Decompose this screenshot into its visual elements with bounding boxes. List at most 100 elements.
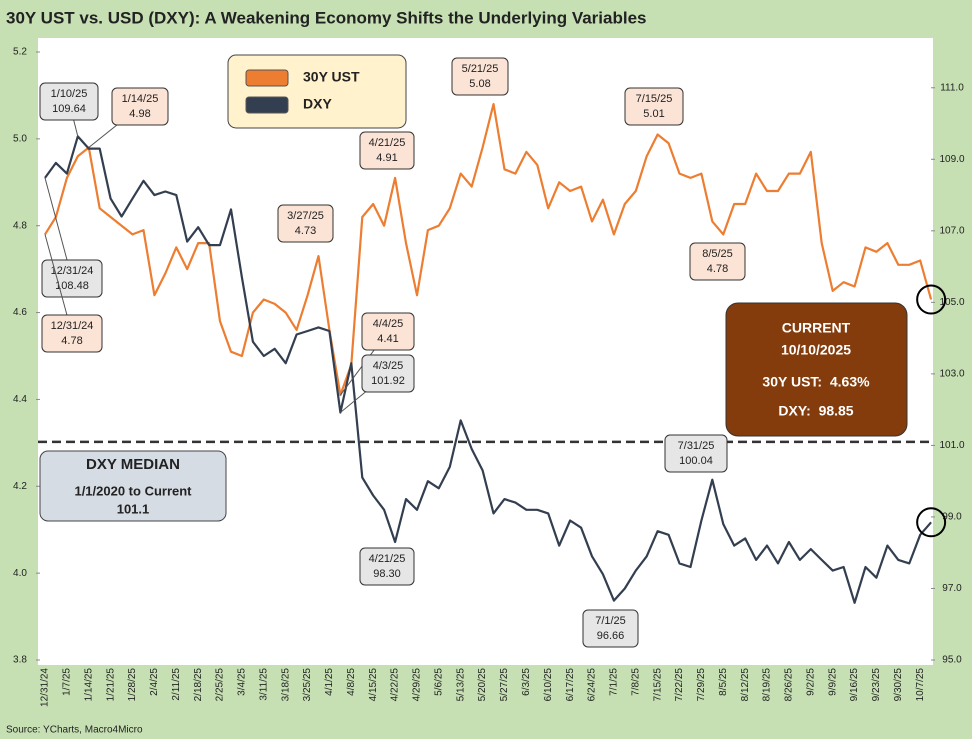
annotation-box bbox=[624, 87, 684, 126]
annotation-date: 12/31/24 bbox=[51, 265, 94, 277]
x-tick-label: 9/9/25 bbox=[827, 668, 838, 696]
x-tick-label: 8/12/25 bbox=[740, 668, 751, 702]
annotation-box bbox=[39, 82, 99, 121]
annotation-date: 1/10/25 bbox=[51, 88, 88, 100]
annotation-value: 100.04 bbox=[679, 455, 713, 467]
x-tick-label: 6/10/25 bbox=[543, 668, 554, 702]
x-tick-label: 3/11/25 bbox=[258, 668, 269, 701]
current-title: CURRENT bbox=[782, 320, 851, 336]
x-tick-label: 1/21/25 bbox=[105, 668, 116, 702]
y2-tick-label: 97.0 bbox=[942, 583, 962, 594]
x-tick-label: 4/1/25 bbox=[324, 668, 335, 696]
y-tick-label: 5.0 bbox=[13, 133, 27, 144]
x-tick-label: 9/23/25 bbox=[871, 668, 882, 702]
x-tick-label: 8/26/25 bbox=[784, 668, 795, 702]
x-tick-label: 12/31/24 bbox=[40, 668, 51, 707]
x-tick-label: 7/22/25 bbox=[674, 668, 685, 702]
annotation-box bbox=[361, 354, 415, 393]
current-ust: 30Y UST: 4.63% bbox=[762, 374, 870, 390]
x-tick-label: 7/29/25 bbox=[696, 668, 707, 702]
annotation-date: 4/21/25 bbox=[369, 553, 406, 565]
x-tick-label: 2/25/25 bbox=[215, 668, 226, 702]
y-tick-label: 3.8 bbox=[13, 655, 27, 666]
annotation-box bbox=[41, 259, 103, 298]
annotation-date: 1/14/25 bbox=[122, 93, 159, 105]
annotation-date: 5/21/25 bbox=[462, 63, 499, 75]
y2-tick-label: 111.0 bbox=[940, 82, 964, 93]
median-box bbox=[39, 450, 227, 522]
series-line bbox=[44, 135, 932, 604]
x-tick-label: 9/16/25 bbox=[849, 668, 860, 702]
x-tick-label: 3/18/25 bbox=[280, 668, 291, 702]
x-tick-label: 8/19/25 bbox=[762, 668, 773, 702]
x-tick-label: 10/7/25 bbox=[915, 668, 926, 702]
current-date: 10/10/2025 bbox=[781, 342, 851, 358]
y-tick-label: 4.0 bbox=[13, 568, 27, 579]
annotation-date: 4/21/25 bbox=[369, 137, 406, 149]
x-tick-label: 3/25/25 bbox=[302, 668, 313, 702]
annotation-box bbox=[359, 131, 415, 170]
annotation-date: 7/15/25 bbox=[636, 93, 673, 105]
legend-swatch bbox=[245, 69, 289, 87]
annotation-value: 4.78 bbox=[61, 335, 82, 347]
annotation-value: 109.64 bbox=[52, 103, 86, 115]
annotation-date: 4/4/25 bbox=[373, 318, 404, 330]
annotation-value: 5.08 bbox=[469, 78, 490, 90]
annotation-box bbox=[111, 87, 169, 126]
y2-tick-label: 109.0 bbox=[939, 154, 964, 165]
x-tick-label: 4/15/25 bbox=[368, 668, 379, 702]
highlight-circle bbox=[916, 507, 947, 538]
annotation-value: 5.01 bbox=[643, 108, 664, 120]
legend-label: 30Y UST bbox=[303, 69, 360, 85]
y-tick-label: 5.2 bbox=[13, 47, 27, 58]
annotation-value: 4.73 bbox=[295, 225, 316, 237]
annotation-value: 4.98 bbox=[129, 108, 150, 120]
annotation-date: 4/3/25 bbox=[373, 360, 404, 372]
annotation-value: 4.78 bbox=[707, 263, 728, 275]
x-tick-label: 5/20/25 bbox=[477, 668, 488, 702]
x-tick-label: 7/15/25 bbox=[652, 668, 663, 702]
highlight-circle bbox=[916, 284, 947, 315]
x-tick-label: 6/24/25 bbox=[587, 668, 598, 702]
y2-tick-label: 101.0 bbox=[939, 440, 964, 451]
median-value: 101.1 bbox=[117, 501, 150, 516]
y-tick-label: 4.8 bbox=[13, 220, 27, 231]
annotation-box bbox=[664, 434, 728, 473]
chart-title: 30Y UST vs. USD (DXY): A Weakening Econo… bbox=[6, 8, 647, 27]
y-tick-label: 4.6 bbox=[13, 307, 27, 318]
x-tick-label: 1/28/25 bbox=[127, 668, 138, 702]
annotation-box bbox=[41, 314, 103, 353]
y2-tick-label: 99.0 bbox=[942, 512, 962, 523]
x-tick-label: 1/7/25 bbox=[62, 668, 73, 696]
annotation-date: 3/27/25 bbox=[287, 210, 324, 222]
x-tick-label: 5/13/25 bbox=[455, 668, 466, 702]
x-tick-label: 9/30/25 bbox=[893, 668, 904, 702]
x-tick-label: 3/4/25 bbox=[237, 668, 248, 696]
x-tick-label: 4/22/25 bbox=[390, 668, 401, 702]
annotation-value: 101.92 bbox=[371, 375, 405, 387]
legend-swatch bbox=[245, 96, 289, 114]
annotation-date: 7/1/25 bbox=[595, 615, 626, 627]
x-tick-label: 2/11/25 bbox=[171, 668, 182, 701]
y-tick-label: 4.2 bbox=[13, 481, 27, 492]
annotation-value: 96.66 bbox=[597, 630, 625, 642]
x-tick-label: 6/3/25 bbox=[521, 668, 532, 696]
annotation-value: 98.30 bbox=[373, 568, 401, 580]
annotation-box bbox=[689, 242, 746, 281]
annotation-box bbox=[582, 609, 639, 648]
annotation-value: 4.41 bbox=[377, 333, 398, 345]
median-period: 1/1/2020 to Current bbox=[74, 483, 192, 498]
y2-tick-label: 107.0 bbox=[939, 225, 964, 236]
y2-tick-label: 95.0 bbox=[942, 655, 962, 666]
x-tick-label: 5/27/25 bbox=[499, 668, 510, 702]
x-tick-label: 9/2/25 bbox=[805, 668, 816, 696]
annotation-box bbox=[277, 204, 334, 243]
current-box bbox=[725, 302, 908, 437]
annotation-date: 8/5/25 bbox=[702, 248, 733, 260]
annotation-value: 108.48 bbox=[55, 280, 89, 292]
source: Source: YCharts, Macro4Micro bbox=[6, 725, 143, 736]
annotation-date: 12/31/24 bbox=[51, 320, 94, 332]
series-line bbox=[44, 103, 933, 397]
y2-tick-label: 103.0 bbox=[939, 369, 964, 380]
